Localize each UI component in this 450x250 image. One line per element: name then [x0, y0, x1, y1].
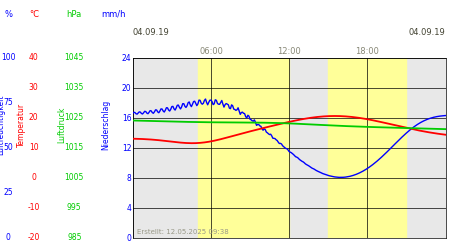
- Text: Niederschlag: Niederschlag: [101, 100, 110, 150]
- Text: °C: °C: [29, 10, 39, 19]
- Text: 1015: 1015: [65, 143, 84, 152]
- Text: 10: 10: [29, 143, 39, 152]
- Text: 30: 30: [29, 83, 39, 92]
- Text: 100: 100: [1, 53, 15, 62]
- Text: 1035: 1035: [64, 83, 84, 92]
- Text: hPa: hPa: [67, 10, 82, 19]
- Text: 0: 0: [32, 173, 36, 182]
- Text: Luftfeuchtigkeit: Luftfeuchtigkeit: [0, 95, 5, 155]
- Text: 40: 40: [29, 53, 39, 62]
- Text: 50: 50: [3, 143, 13, 152]
- Bar: [198, 58, 289, 238]
- Text: 25: 25: [3, 188, 13, 197]
- Text: 0: 0: [6, 233, 10, 242]
- Text: 1025: 1025: [65, 113, 84, 122]
- Text: 04.09.19: 04.09.19: [409, 28, 446, 38]
- Text: mm/h: mm/h: [101, 10, 126, 19]
- Text: 995: 995: [67, 203, 81, 212]
- Text: 04.09.19: 04.09.19: [133, 28, 170, 38]
- Text: %: %: [4, 10, 12, 19]
- Text: Luftdruck: Luftdruck: [58, 107, 67, 143]
- Text: Temperatur: Temperatur: [17, 103, 26, 147]
- Text: 1005: 1005: [64, 173, 84, 182]
- Bar: [328, 58, 406, 238]
- Text: Erstellt: 12.05.2025 09:38: Erstellt: 12.05.2025 09:38: [137, 229, 229, 235]
- Text: -20: -20: [27, 233, 40, 242]
- Text: 75: 75: [3, 98, 13, 107]
- Text: -10: -10: [27, 203, 40, 212]
- Text: 985: 985: [67, 233, 81, 242]
- Text: 1045: 1045: [64, 53, 84, 62]
- Text: 20: 20: [29, 113, 39, 122]
